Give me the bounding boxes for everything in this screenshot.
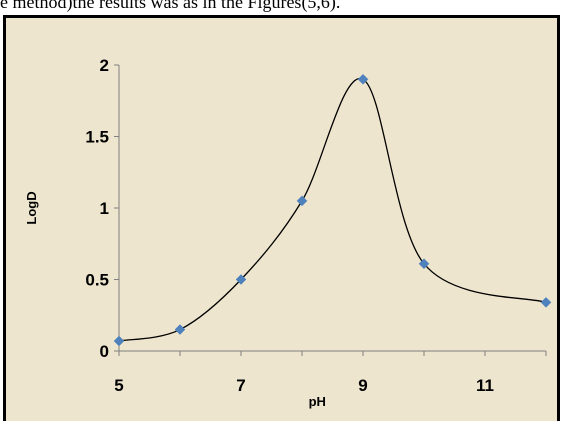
y-tick-label: 1.5: [85, 128, 109, 147]
x-tick-label: 9: [358, 376, 367, 395]
data-point: [296, 195, 308, 207]
data-point: [418, 258, 430, 270]
y-axis-title: LogD: [24, 191, 39, 224]
data-point: [113, 335, 125, 347]
data-point: [540, 297, 552, 308]
y-tick-label: 2: [100, 56, 109, 75]
x-tick-label: 7: [236, 376, 245, 395]
series-line: [118, 78, 547, 342]
x-tick-label: 11: [476, 376, 494, 395]
caption-text: e method)the results was as in the Figur…: [0, 0, 341, 12]
y-tick-label: 0.5: [85, 271, 109, 290]
data-point: [235, 274, 247, 285]
y-tick-label: 1: [100, 199, 109, 218]
y-tick-label: 0: [100, 342, 109, 361]
x-tick-label: 5: [114, 376, 123, 395]
chart-frame: 0 0.5 1 1.5 2 5 7 9 11 pH LogD: [3, 15, 560, 421]
data-point: [357, 73, 369, 85]
x-axis-title: pH: [309, 394, 326, 409]
logd-vs-ph-chart: 0 0.5 1 1.5 2 5 7 9 11 pH LogD: [24, 56, 552, 409]
data-point: [174, 324, 186, 335]
